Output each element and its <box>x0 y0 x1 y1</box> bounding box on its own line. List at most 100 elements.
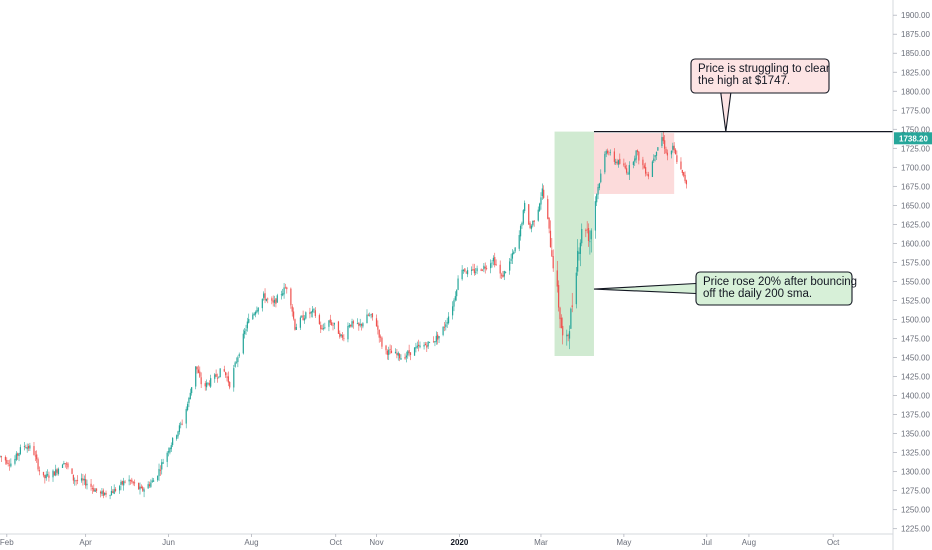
candle <box>665 146 667 154</box>
candle-body <box>33 446 35 455</box>
candle <box>568 325 571 350</box>
candle-body <box>99 491 102 494</box>
candle <box>45 471 47 481</box>
candle <box>567 333 569 342</box>
candle-body <box>617 160 620 165</box>
candle-body <box>581 228 583 244</box>
candle-body <box>655 151 658 156</box>
candle-body <box>15 453 17 460</box>
candle-body <box>635 150 637 160</box>
candle-body <box>509 261 511 271</box>
candle <box>351 318 353 328</box>
candle-body <box>273 299 276 303</box>
candle-body <box>114 488 117 492</box>
candle <box>434 341 436 347</box>
candle-body <box>465 272 467 274</box>
candle-body <box>351 321 353 327</box>
candle <box>290 287 292 309</box>
candle <box>26 443 28 453</box>
price-tick-label: 1775.00 <box>901 106 930 115</box>
candle <box>177 430 179 439</box>
candle <box>124 479 126 484</box>
candle-body <box>413 347 416 356</box>
candle-body <box>495 264 497 266</box>
candle-body <box>74 480 76 482</box>
candle-body <box>37 459 39 470</box>
candle <box>446 317 448 328</box>
candle <box>128 475 130 486</box>
candle <box>158 463 160 481</box>
candle-body <box>294 319 296 330</box>
candle <box>229 381 231 390</box>
candle <box>318 313 321 325</box>
candle-body <box>589 241 591 243</box>
price-tick-label: 1225.00 <box>901 525 930 534</box>
candle-body <box>608 153 610 155</box>
price-tick-label: 1550.00 <box>901 277 930 286</box>
candle <box>235 357 238 364</box>
candle <box>428 341 431 344</box>
price-axis[interactable]: 1225.00 1250.00 1275.00 1300.00 1325.00 1350.… <box>892 0 932 550</box>
candle-body <box>283 287 285 295</box>
candle <box>655 151 658 161</box>
candle <box>405 351 408 363</box>
candle <box>102 488 104 499</box>
price-tick-label: 1475.00 <box>901 335 930 344</box>
candle-body <box>121 481 123 485</box>
candle-body <box>82 478 84 481</box>
candle <box>197 365 200 374</box>
candle <box>95 488 98 494</box>
candle <box>492 255 495 266</box>
candle <box>80 473 83 483</box>
candle <box>44 474 46 484</box>
candle-body <box>118 486 121 491</box>
candle <box>518 230 520 252</box>
candle <box>157 475 159 482</box>
candle-body <box>570 308 572 329</box>
candle <box>188 396 190 408</box>
candle <box>118 484 121 494</box>
candle-body <box>541 188 543 197</box>
time-tick-label: Nov <box>369 538 383 547</box>
candle-body <box>150 482 152 487</box>
candle <box>123 477 125 491</box>
price-tick-label: 1600.00 <box>901 239 930 248</box>
candle <box>581 223 583 247</box>
candle-body <box>199 371 201 377</box>
time-axis[interactable]: Feb Apr Jun Aug Oct Nov 2020 Mar May Jul Aug Oct <box>0 533 893 547</box>
last-price-tag-bg <box>894 132 932 145</box>
candle <box>181 419 183 426</box>
candle-body <box>442 326 444 335</box>
candle <box>4 455 7 465</box>
candle <box>200 372 202 388</box>
candle-body <box>423 344 425 347</box>
candle-body <box>606 150 609 154</box>
candle <box>587 223 590 247</box>
candle <box>615 158 617 165</box>
candle <box>562 317 564 345</box>
candle <box>418 339 420 352</box>
candle <box>609 149 611 156</box>
candle-body <box>685 180 688 185</box>
candle-body <box>379 336 382 338</box>
candle-body <box>63 463 65 465</box>
candle <box>195 366 197 390</box>
candle-body <box>23 446 26 448</box>
candle <box>529 221 531 230</box>
candle <box>273 295 276 307</box>
candle <box>646 171 648 176</box>
candle-body <box>624 165 626 169</box>
price-tick-label: 1325.00 <box>901 449 930 458</box>
candle-body <box>524 202 526 212</box>
candle <box>642 156 644 170</box>
candle <box>485 265 488 271</box>
candle <box>0 455 2 463</box>
candle-body <box>521 223 523 226</box>
candle <box>333 322 335 330</box>
candle-body <box>210 378 212 387</box>
candle <box>432 336 435 343</box>
candle-body <box>556 270 558 287</box>
